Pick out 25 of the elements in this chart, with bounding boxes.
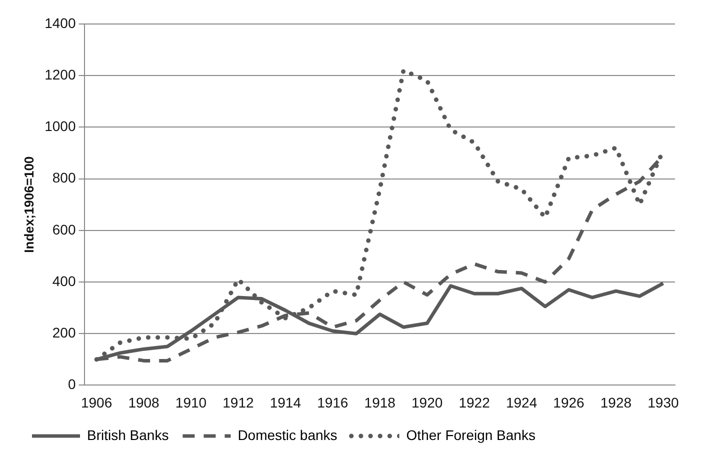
x-tick-label: 1912 <box>222 394 254 410</box>
y-tick-label: 800 <box>52 170 76 186</box>
y-tick-label: 0 <box>68 376 76 392</box>
x-tick-label: 1924 <box>506 394 538 410</box>
x-tick-label: 1928 <box>600 394 632 410</box>
x-tick-label: 1918 <box>364 394 396 410</box>
x-tick-label: 1926 <box>553 394 585 410</box>
y-tick-label: 200 <box>52 324 76 340</box>
x-tick-label: 1920 <box>412 394 443 410</box>
y-axis-title: Index;1906=100 <box>21 156 36 253</box>
y-tick-label: 600 <box>52 221 76 238</box>
x-tick-label: 1914 <box>270 394 302 410</box>
legend-label: British Banks <box>87 426 169 443</box>
x-tick-label: 1922 <box>458 394 490 410</box>
y-tick-label: 1000 <box>44 118 76 134</box>
legend-label: Other Foreign Banks <box>406 426 536 443</box>
y-tick-label: 1200 <box>44 66 76 82</box>
x-tick-label: 1906 <box>80 394 112 410</box>
x-tick-label: 1910 <box>175 394 207 410</box>
legend-label: Domestic banks <box>238 426 338 443</box>
y-tick-label: 1400 <box>44 14 76 31</box>
x-tick-label: 1930 <box>648 394 679 410</box>
x-tick-label: 1908 <box>128 394 160 410</box>
y-tick-label: 400 <box>52 272 76 289</box>
x-tick-label: 1916 <box>317 394 348 410</box>
